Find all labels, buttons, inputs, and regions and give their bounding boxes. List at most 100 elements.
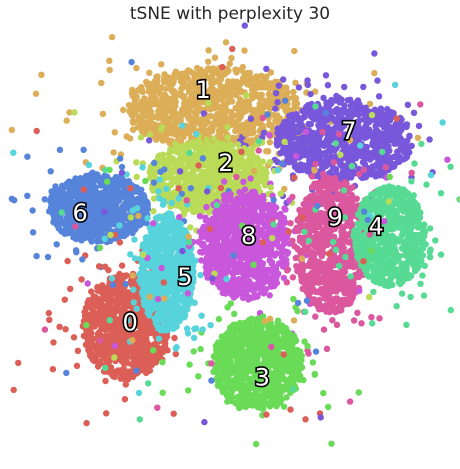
scatter-point-cluster-2 [205,197,212,204]
scatter-point-cluster-2 [210,156,218,163]
scatter-point-cluster-0 [140,352,148,359]
scatter-point-cluster-1 [228,98,236,105]
scatter-point-cluster-5 [156,176,163,183]
scatter-point-cluster-1 [292,79,299,87]
scatter-point-cluster-1 [292,95,300,102]
scatter-point-cluster-6 [72,179,79,186]
scatter-point-cluster-6 [137,196,145,204]
scatter-point-cluster-1 [66,109,73,116]
scatter-point-cluster-2 [263,169,270,176]
scatter-point-cluster-0 [61,296,68,303]
scatter-point-cluster-1 [206,74,214,81]
scatter-point-cluster-1 [148,114,155,122]
scatter-point-cluster-6 [11,197,18,204]
scatter-point-cluster-6 [144,200,151,207]
scatter-point-cluster-1 [155,134,162,141]
scatter-point-cluster-5 [198,312,205,319]
scatter-point-cluster-2 [210,163,217,170]
scatter-point-cluster-1 [147,108,155,116]
scatter-point-cluster-6 [70,191,77,198]
scatter-point-cluster-1 [208,79,215,87]
scatter-point-cluster-0 [50,339,57,346]
scatter-point-cluster-5 [157,247,164,254]
scatter-point-cluster-2 [196,139,203,147]
scatter-point-cluster-1 [237,128,244,135]
scatter-point-cluster-0 [56,323,63,330]
scatter-point-cluster-0 [105,358,113,365]
scatter-point-cluster-0 [105,347,112,354]
scatter-point-cluster-0 [171,334,178,342]
scatter-point-cluster-6 [83,172,90,180]
scatter-point-cluster-0 [103,410,110,417]
scatter-point-cluster-0 [120,339,127,347]
scatter-point-cluster-7 [362,146,370,154]
scatter-point-cluster-1 [175,131,182,139]
scatter-point-cluster-1 [210,86,217,94]
scatter-point-cluster-0 [144,325,152,333]
scatter-point-cluster-6 [114,215,122,222]
scatter-point-cluster-7 [305,101,312,109]
scatter-point-cluster-2 [266,159,274,166]
scatter-point-cluster-7 [410,109,418,117]
scatter-point-cluster-1 [263,148,270,155]
scatter-point-cluster-6 [66,218,73,225]
scatter-point-cluster-7 [200,110,207,117]
scatter-point-cluster-1 [218,84,225,92]
scatter-point-cluster-2 [159,158,166,165]
scatter-point-cluster-2 [245,163,252,170]
scatter-point-cluster-2 [149,185,156,192]
scatter-point-cluster-7 [379,158,386,165]
scatter-point-cluster-1 [171,71,178,78]
scatter-point-cluster-5 [183,325,191,332]
scatter-point-cluster-0 [95,286,102,293]
scatter-point-cluster-1 [158,61,165,68]
scatter-point-cluster-1 [108,33,116,41]
scatter-point-cluster-1 [133,93,140,101]
scatter-point-cluster-7 [325,129,332,137]
scatter-point-cluster-5 [154,317,161,325]
scatter-point-cluster-7 [279,129,286,136]
scatter-point-cluster-7 [299,107,306,115]
scatter-point-cluster-1 [241,47,248,54]
scatter-point-cluster-7 [341,83,348,91]
scatter-point-cluster-0 [108,289,116,296]
scatter-point-cluster-1 [276,115,284,122]
scatter-point-cluster-6 [88,223,95,230]
scatter-point-cluster-1 [233,123,240,131]
scatter-point-cluster-7 [372,122,379,130]
scatter-point-cluster-0 [104,310,111,317]
scatter-point-cluster-1 [371,69,378,77]
scatter-point-cluster-1 [151,78,158,85]
scatter-point-cluster-6 [41,196,48,203]
scatter-point-cluster-6 [118,163,126,171]
scatter-point-cluster-1 [252,85,260,92]
scatter-point-cluster-6 [88,211,95,218]
scatter-point-cluster-6 [117,155,124,162]
scatter-point-cluster-7 [357,148,364,155]
scatter-point-cluster-7 [386,115,394,123]
scatter-point-cluster-1 [138,106,145,113]
scatter-point-cluster-1 [133,64,140,72]
scatter-point-cluster-1 [217,76,225,83]
scatter-point-cluster-6 [119,188,127,195]
scatter-point-cluster-7 [285,126,292,134]
scatter-point-cluster-1 [269,123,276,130]
scatter-point-cluster-7 [272,105,279,112]
scatter-point-cluster-6 [75,191,83,198]
scatter-point-cluster-0 [126,347,133,354]
scatter-point-cluster-1 [249,137,256,144]
scatter-point-cluster-1 [211,54,219,61]
scatter-point-cluster-7 [301,113,308,121]
scatter-point-cluster-5 [161,199,168,206]
scatter-point-cluster-6 [90,199,98,207]
scatter-point-cluster-1 [203,89,210,96]
scatter-point-cluster-7 [376,167,384,174]
scatter-point-cluster-1 [207,113,214,120]
scatter-point-cluster-0 [81,308,88,316]
scatter-point-cluster-1 [163,99,170,106]
scatter-point-cluster-1 [291,103,298,110]
scatter-point-cluster-6 [96,218,103,226]
scatter-point-cluster-1 [250,129,257,136]
scatter-point-cluster-7 [390,163,398,170]
scatter-point-cluster-7 [415,122,423,130]
